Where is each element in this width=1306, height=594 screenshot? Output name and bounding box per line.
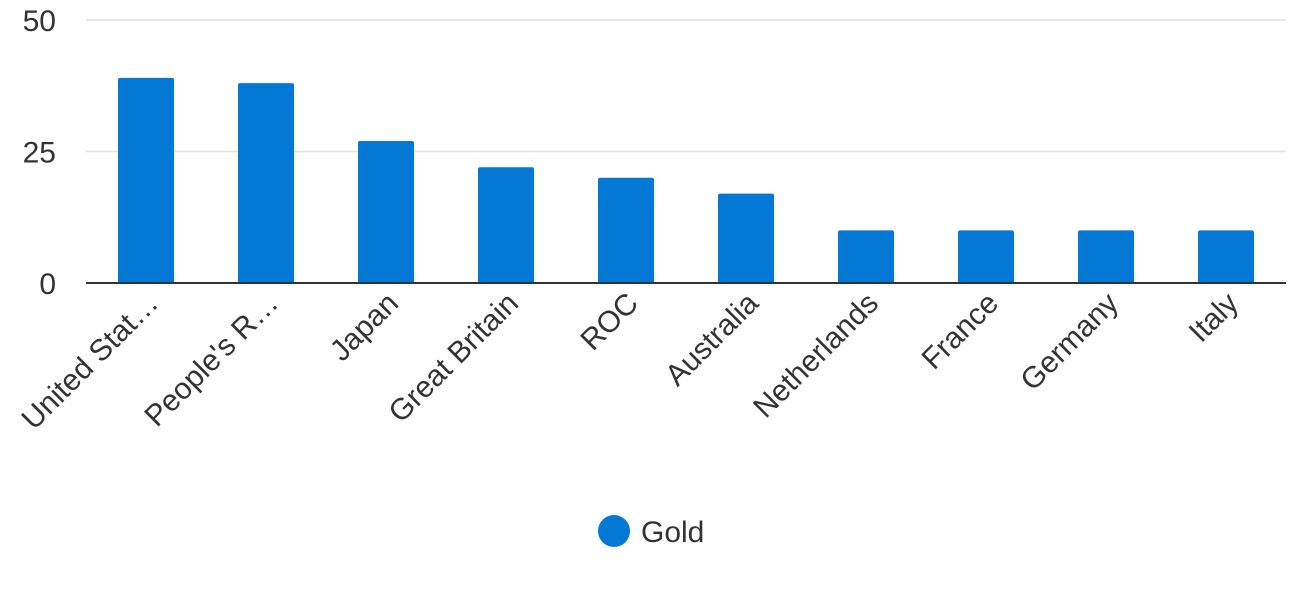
x-tick-label: ROC (574, 287, 644, 357)
legend-label: Gold (641, 516, 704, 549)
bar[interactable] (118, 77, 174, 283)
y-tick-label: 25 (23, 137, 56, 170)
bars (118, 77, 1254, 284)
x-tick-label: Italy (1183, 287, 1245, 349)
bar[interactable] (238, 83, 294, 284)
bar[interactable] (598, 177, 654, 283)
y-tick-label: 0 (39, 268, 56, 301)
bar[interactable] (358, 140, 414, 283)
bar[interactable] (718, 193, 774, 283)
y-axis-ticks: 0 25 50 (23, 5, 56, 301)
bar[interactable] (958, 230, 1014, 283)
x-tick-label: Great Britain (383, 287, 525, 429)
x-tick-label: Germany (1014, 287, 1125, 398)
bar[interactable] (478, 167, 534, 283)
x-tick-label: Australia (659, 286, 765, 392)
legend-swatch-icon (598, 515, 630, 547)
bar[interactable] (838, 230, 894, 283)
legend[interactable]: Gold (598, 515, 704, 549)
bar[interactable] (1198, 230, 1254, 283)
x-tick-label: France (916, 287, 1005, 376)
y-tick-label: 50 (23, 5, 56, 38)
x-tick-label: Japan (324, 287, 405, 368)
x-tick-label: Netherlands (747, 287, 885, 425)
bar[interactable] (1078, 230, 1134, 283)
